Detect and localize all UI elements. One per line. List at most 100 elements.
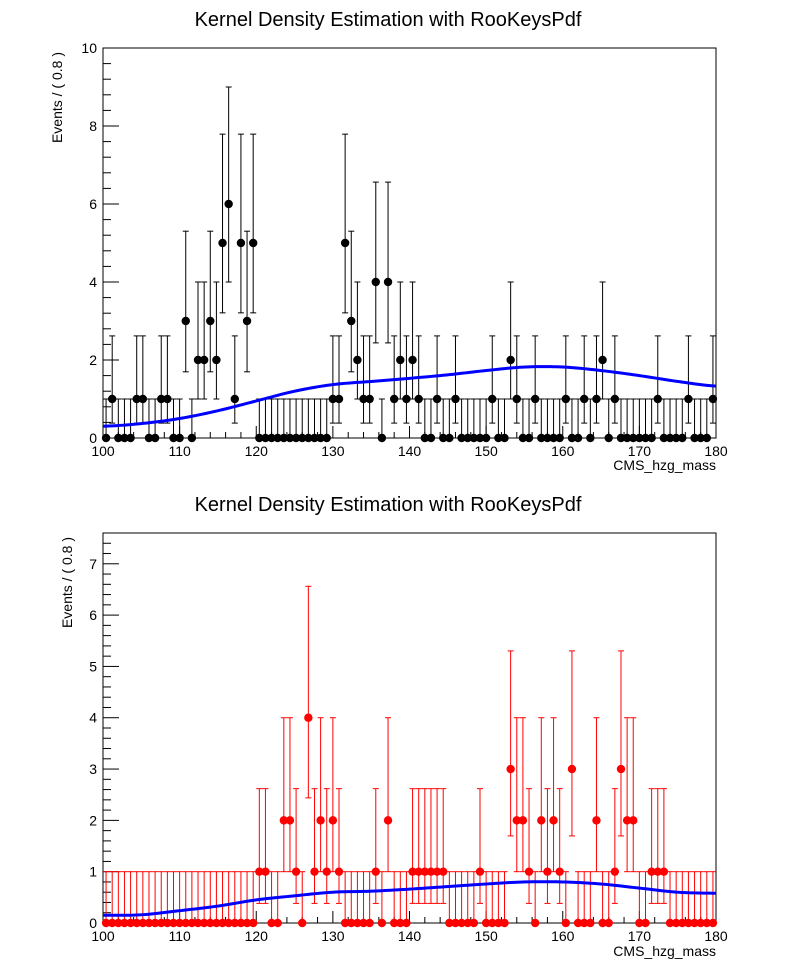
bottom-plot-data-point xyxy=(328,816,338,825)
bottom-plot-data-point xyxy=(530,918,540,928)
top-plot-data-point xyxy=(702,433,712,443)
bottom-plot-data-point xyxy=(371,867,380,876)
bottom-plot-data-point xyxy=(665,918,675,928)
bottom-plot-data-point xyxy=(592,816,601,825)
top-plot-x-tick-label: 100 xyxy=(91,443,115,459)
bottom-plot-data-point xyxy=(543,867,552,876)
top-plot-data-point xyxy=(144,433,154,443)
top-plot-y-tick-label: 10 xyxy=(81,40,97,56)
bottom-plot-data-point xyxy=(101,918,111,928)
bottom-plot-data-point xyxy=(107,918,117,928)
bottom-plot-data-point xyxy=(248,918,258,928)
top-plot-title: Kernel Density Estimation with RooKeysPd… xyxy=(195,9,582,31)
bottom-plot-data-point xyxy=(439,867,448,876)
bottom-plot-data-point xyxy=(353,918,362,928)
top-plot-data-point xyxy=(267,433,276,443)
top-plot-data-point xyxy=(420,433,430,443)
top-plot-data-point xyxy=(610,394,620,404)
top-plot-data-point xyxy=(310,433,319,443)
top-plot-x-tick-label: 140 xyxy=(398,443,422,459)
top-plot-data-point xyxy=(549,433,558,443)
bottom-plot-data-point xyxy=(322,867,331,876)
bottom-plot-data-points xyxy=(101,585,718,928)
top-plot-data-point xyxy=(445,433,454,443)
bottom-plot-x-tick-label: 130 xyxy=(321,928,345,944)
top-plot-data-point xyxy=(518,433,528,443)
bottom-plot-data-point xyxy=(402,918,411,928)
top-plot-data-point xyxy=(242,316,252,326)
top-plot-data-point xyxy=(389,394,399,404)
top-plot-data-point xyxy=(138,394,148,404)
top-plot-data-point xyxy=(175,433,184,443)
top-plot-data-point xyxy=(432,394,442,404)
top-plot-data-point xyxy=(622,433,632,443)
bottom-plot-data-point xyxy=(481,918,491,928)
bottom-plot-data-point xyxy=(212,918,221,928)
top-plot-data-point xyxy=(414,394,423,404)
bottom-plot-frame xyxy=(102,532,717,924)
top-plot-data-point xyxy=(475,433,485,443)
bottom-plot-data-point xyxy=(408,867,417,876)
bottom-plot-data-point xyxy=(457,918,466,928)
bottom-plot-data-point xyxy=(230,918,239,928)
top-plot-data-point xyxy=(322,433,331,443)
bottom-plot-data-point xyxy=(236,918,246,928)
bottom-plot-data-point xyxy=(420,867,430,876)
bottom-plot-x-tick-label: 160 xyxy=(551,928,575,944)
top-plot-data-point xyxy=(506,355,515,365)
top-plot-data-point xyxy=(126,433,135,443)
top-plot-panel: Kernel Density Estimation with RooKeysPd… xyxy=(49,9,728,473)
bottom-plot-data-point xyxy=(573,918,583,928)
top-plot-data-point xyxy=(285,433,295,443)
bottom-plot-data-point xyxy=(641,918,650,928)
top-plot-data-point xyxy=(457,433,466,443)
bottom-plot-data-point xyxy=(653,867,662,876)
bottom-plot-data-point xyxy=(549,816,558,825)
bottom-plot-data-point xyxy=(273,918,282,928)
bottom-plot-data-point xyxy=(671,918,681,928)
top-plot-data-point xyxy=(273,433,282,443)
bottom-plot-data-point xyxy=(218,918,227,928)
top-plot-data-point xyxy=(402,394,411,404)
bottom-plot-data-point xyxy=(537,816,546,825)
top-plot-y-tick-label: 8 xyxy=(89,118,97,134)
top-plot-data-point xyxy=(169,433,178,443)
top-plot-data-point xyxy=(524,433,534,443)
bottom-plot-data-point xyxy=(524,867,534,876)
bottom-plot-x-tick-label: 180 xyxy=(704,928,728,944)
top-plot-kde-curve xyxy=(102,365,717,428)
top-plot-y-tick-label: 4 xyxy=(89,274,97,290)
bottom-plot-y-tick-label: 7 xyxy=(89,556,97,572)
bottom-plot-data-point xyxy=(512,816,521,825)
bottom-plot-y-tick-label: 5 xyxy=(89,658,97,674)
bottom-plot-data-point xyxy=(206,918,215,928)
top-plot-data-point xyxy=(635,433,644,443)
top-plot-data-point xyxy=(383,277,393,287)
top-plot-data-point xyxy=(481,433,491,443)
top-plot-data-point xyxy=(684,394,693,404)
bottom-plot-x-tick-label: 150 xyxy=(474,928,498,944)
top-plot-data-point xyxy=(371,277,380,287)
top-plot-data-point xyxy=(647,433,656,443)
top-plot-data-point xyxy=(255,433,264,443)
bottom-plot-data-point xyxy=(696,918,705,928)
bottom-plot-kde-curve xyxy=(102,880,717,917)
top-plot-y-tick-label: 6 xyxy=(89,196,97,212)
bottom-plot-data-point xyxy=(347,918,356,928)
top-plot-data-point xyxy=(451,394,460,404)
top-plot-data-point xyxy=(328,394,338,404)
bottom-plot-data-point xyxy=(126,918,135,928)
bottom-plot-data-point xyxy=(193,918,203,928)
top-plot-data-point xyxy=(592,394,601,404)
bottom-plot-data-point xyxy=(242,918,252,928)
bottom-plot-data-point xyxy=(310,867,319,876)
bottom-plot-data-point xyxy=(187,918,197,928)
top-plot-data-point xyxy=(261,433,270,443)
top-plot-data-point xyxy=(107,394,117,404)
top-plot-data-point xyxy=(206,316,215,326)
top-plot-data-point xyxy=(671,433,681,443)
bottom-plot-data-point xyxy=(494,918,503,928)
bottom-plot-data-point xyxy=(383,816,393,825)
bottom-plot-data-point xyxy=(120,918,129,928)
bottom-plot-data-point xyxy=(316,816,325,825)
